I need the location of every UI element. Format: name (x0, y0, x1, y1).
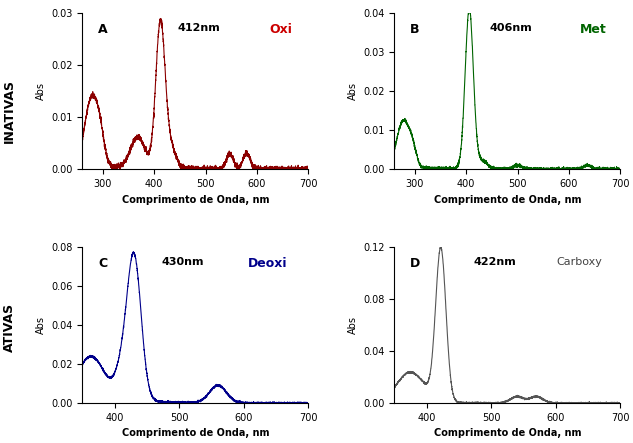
Text: 430nm: 430nm (161, 256, 204, 267)
X-axis label: Comprimento de Onda, nm: Comprimento de Onda, nm (434, 428, 581, 439)
Text: Deoxi: Deoxi (248, 256, 287, 269)
X-axis label: Comprimento de Onda, nm: Comprimento de Onda, nm (122, 194, 269, 205)
Text: C: C (98, 256, 107, 269)
Text: D: D (410, 256, 420, 269)
X-axis label: Comprimento de Onda, nm: Comprimento de Onda, nm (434, 194, 581, 205)
Text: Carboxy: Carboxy (556, 256, 603, 267)
Text: B: B (410, 23, 420, 35)
Text: INATIVAS: INATIVAS (3, 79, 16, 143)
Text: A: A (98, 23, 108, 35)
Y-axis label: Abs: Abs (348, 316, 358, 334)
Text: ATIVAS: ATIVAS (3, 303, 16, 352)
X-axis label: Comprimento de Onda, nm: Comprimento de Onda, nm (122, 428, 269, 439)
Y-axis label: Abs: Abs (35, 316, 46, 334)
Text: Met: Met (580, 23, 606, 35)
Text: 422nm: 422nm (473, 256, 516, 267)
Text: 412nm: 412nm (177, 23, 220, 33)
Y-axis label: Abs: Abs (35, 82, 46, 100)
Text: Oxi: Oxi (270, 23, 292, 35)
Text: 406nm: 406nm (489, 23, 532, 33)
Y-axis label: Abs: Abs (348, 82, 358, 100)
